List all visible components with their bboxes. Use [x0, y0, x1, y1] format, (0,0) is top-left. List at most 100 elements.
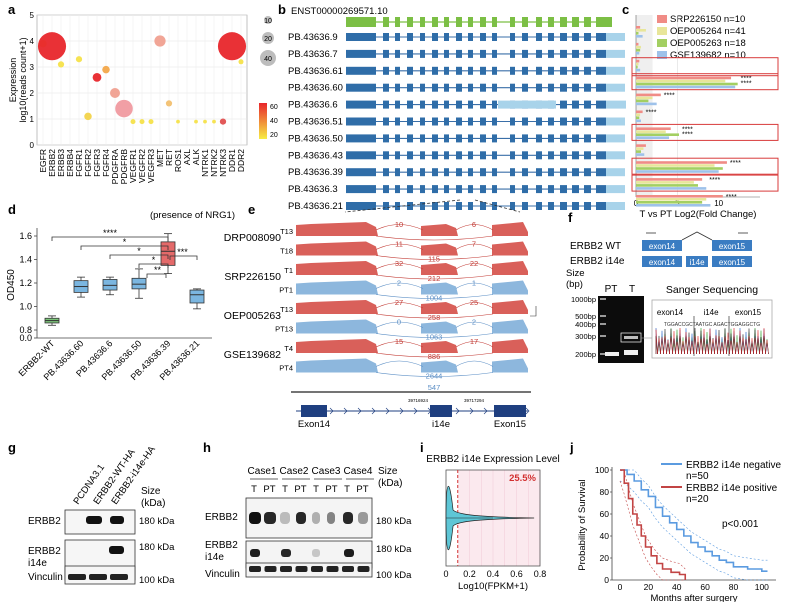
isoform-exon	[510, 168, 515, 177]
blot-row-label: i14e	[205, 552, 224, 563]
isoform-exon	[395, 168, 400, 177]
isoform-exon	[522, 49, 528, 58]
junction-arc	[455, 321, 494, 328]
legend-label: OEP005264 n=41	[670, 26, 746, 37]
x-tick-label: 0.2	[463, 569, 476, 579]
legend-swatch	[657, 15, 667, 23]
y-tick-label: 20	[600, 553, 610, 563]
bar-PB.43636.21	[636, 201, 703, 204]
significance-bracket	[51, 236, 169, 241]
isoform-label: PB.43636.61	[288, 66, 343, 77]
size-marker: 100 kDa	[139, 575, 175, 586]
track-label: T4	[284, 344, 293, 353]
isoform-exon	[444, 117, 449, 126]
isoform-label: PB.43636.39	[288, 167, 343, 178]
color-legend-label: 20	[270, 132, 278, 139]
confidence-band	[619, 480, 768, 581]
blot-band	[281, 549, 291, 557]
junction-arc	[455, 224, 494, 231]
bubble-fgfr1	[75, 56, 83, 63]
junction-count: 11	[395, 240, 403, 249]
isoform-exon	[584, 117, 591, 126]
blot-band	[109, 546, 124, 554]
isoform-exon	[548, 202, 554, 210]
size-legend-circle	[260, 50, 276, 66]
bar-PB.43636.39	[636, 164, 715, 167]
isoform-exon	[510, 117, 515, 126]
isoform-exon	[383, 168, 389, 177]
x-tick-label: 0.6	[510, 569, 523, 579]
coverage	[421, 341, 458, 353]
bar-PB.43636.43	[636, 153, 645, 156]
bar-PB.43636.6	[636, 93, 661, 97]
isoform-exon	[536, 202, 542, 210]
strand-arrow	[483, 407, 488, 415]
panel-letter-j: j	[569, 440, 574, 455]
reference-exon	[407, 17, 413, 27]
isoform-exon	[395, 151, 400, 160]
case-label: Case4	[344, 466, 373, 477]
y-axis-label: log10(reads count+1)	[18, 37, 28, 122]
isoform-exon	[346, 66, 376, 75]
isoform-exon	[492, 151, 497, 160]
y-axis-label: Expression	[8, 58, 18, 103]
isoform-utr	[606, 151, 625, 160]
zoom-line	[474, 199, 521, 213]
isoform-exon	[456, 33, 462, 41]
bar-PB.43636.51	[636, 119, 641, 123]
panel-a-bubble-chart: 0 1 2 3 4 5 EGFR ERBB2 ERBB3 ERBB4 FGFR1 FGFR2 FGFR3…	[8, 11, 278, 184]
isoform-exon	[572, 151, 579, 160]
junction-count: 0	[397, 318, 401, 327]
x-tick-label: ROS1	[173, 149, 183, 172]
box-5	[189, 289, 205, 304]
isoform-exon	[536, 151, 542, 160]
isoform-exon	[395, 202, 400, 210]
bar-PB.43636.60	[636, 79, 726, 83]
exon-box	[642, 240, 682, 251]
reference-exon	[456, 17, 462, 27]
isoform-exon	[346, 151, 376, 160]
bubble-ntrk1	[203, 119, 207, 124]
junction-count: 10	[395, 220, 403, 229]
reference-exon	[560, 17, 567, 27]
coverage	[492, 280, 528, 295]
lane-label: PT	[325, 484, 337, 495]
significance-label: ****	[726, 194, 737, 201]
sanger-label: i14e	[703, 308, 719, 317]
isoform-exon	[456, 100, 462, 109]
zoom-line	[344, 199, 461, 213]
isoform-label: PB.43636.9	[288, 32, 338, 43]
isoform-utr	[606, 185, 625, 194]
coverage	[296, 358, 378, 373]
isoform-exon	[548, 151, 554, 160]
isoform-exon	[420, 83, 425, 92]
isoform-exon	[596, 66, 606, 75]
isoform-exon	[522, 168, 528, 177]
isoform-exon	[572, 168, 579, 177]
x-axis-label: Log10(FPKM+1)	[458, 581, 528, 592]
isoform-exon	[395, 49, 400, 58]
blot-row-label: ERBB2	[205, 512, 238, 523]
isoform-label: PB.43636.51	[288, 117, 343, 128]
panel-letter-g: g	[8, 440, 16, 455]
exon-box-label: exon15	[719, 258, 746, 267]
blot-band	[342, 566, 354, 572]
size-marker: 180 kDa	[139, 516, 175, 527]
isoform-exon	[548, 33, 554, 41]
strand-arrow	[371, 407, 376, 415]
coverage	[492, 261, 528, 275]
junction-count: 15	[395, 337, 403, 346]
lane-label: PT	[605, 284, 618, 295]
y-tick-label: 4	[30, 37, 35, 46]
significance-label: ***	[177, 247, 188, 257]
legend-label: GSE139682 n=10	[670, 50, 746, 61]
isoform-exon	[596, 151, 606, 160]
y-tick-label: 60	[600, 509, 610, 519]
bar-PB.43636.9	[636, 26, 641, 29]
reference-exon	[584, 17, 591, 27]
junction-arc	[375, 255, 494, 260]
bubble-erbb2	[37, 32, 67, 61]
significance-label: ****	[709, 177, 720, 184]
blot-row-label: Vinculin	[28, 572, 63, 583]
isoform-exon	[480, 49, 486, 58]
